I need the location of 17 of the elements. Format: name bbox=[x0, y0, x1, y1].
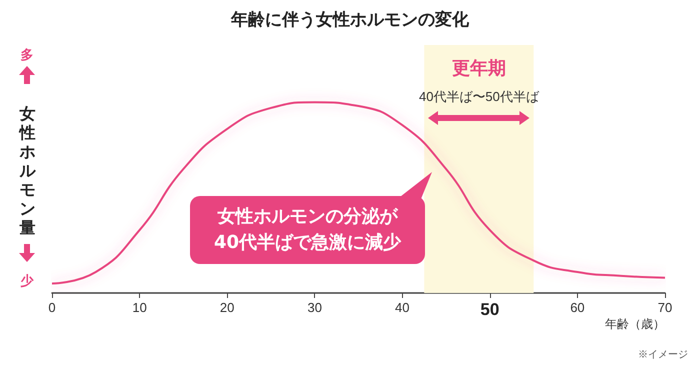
x-tick-label: 70 bbox=[658, 300, 672, 315]
text: ※イメージ bbox=[638, 350, 688, 360]
y-axis-title: 女性ホルモン量 bbox=[19, 104, 36, 237]
x-tick-label: 10 bbox=[132, 300, 147, 315]
text: 多 bbox=[20, 47, 34, 64]
x-tick-label: 30 bbox=[307, 300, 322, 315]
annotation: 40代半ば〜50代半ば bbox=[418, 89, 540, 104]
annotation: 女性ホルモンの分泌が 40代半ばで急激に減少 bbox=[190, 196, 425, 264]
x-axis-title: 年齢（歳） bbox=[605, 317, 665, 331]
x-tick-label: 50 bbox=[480, 300, 500, 319]
x-tick-label: 0 bbox=[48, 300, 56, 315]
chart-title: 年齢に伴う女性ホルモンの変化 bbox=[230, 10, 470, 29]
x-tick-label: 60 bbox=[570, 300, 585, 315]
text: 少 bbox=[20, 273, 35, 290]
x-tick-label: 20 bbox=[220, 300, 234, 315]
x-tick-label: 40 bbox=[395, 300, 410, 315]
band-label: 更年期 bbox=[452, 58, 506, 78]
